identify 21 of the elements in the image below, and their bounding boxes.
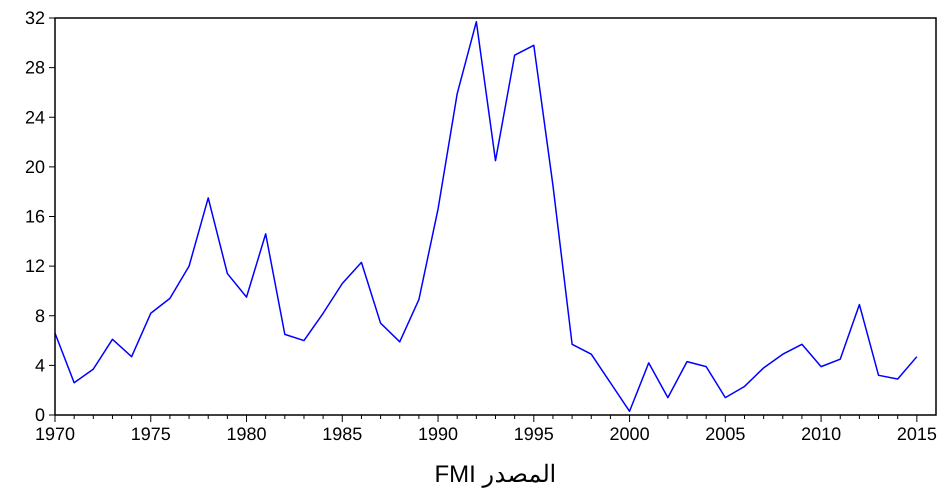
y-tick-label: 20 xyxy=(24,156,45,177)
y-tick-label: 16 xyxy=(24,206,45,226)
y-tick-label: 24 xyxy=(24,107,45,128)
y-tick-label: 4 xyxy=(34,355,45,376)
y-tick-label: 0 xyxy=(34,405,45,425)
x-tick-label: 2010 xyxy=(801,424,842,444)
y-tick-label: 8 xyxy=(34,306,45,326)
x-tick-label: 2000 xyxy=(610,424,650,444)
x-tick-label: 1985 xyxy=(322,424,362,444)
y-tick-label: 32 xyxy=(24,8,45,28)
x-tick-label: 1970 xyxy=(34,424,76,444)
x-tick-label: 1990 xyxy=(418,424,458,444)
x-tick-label: 2005 xyxy=(705,424,746,444)
text: المصدر FMI xyxy=(434,461,556,488)
line-series xyxy=(54,20,918,412)
x-tick-label: 1975 xyxy=(130,424,171,444)
x-tick-label: 2015 xyxy=(896,424,937,444)
y-tick-label: 12 xyxy=(24,256,45,276)
x-tick-label: 1980 xyxy=(226,424,267,444)
y-tick-label: 28 xyxy=(24,58,45,78)
x-tick-label: 1995 xyxy=(514,424,554,444)
